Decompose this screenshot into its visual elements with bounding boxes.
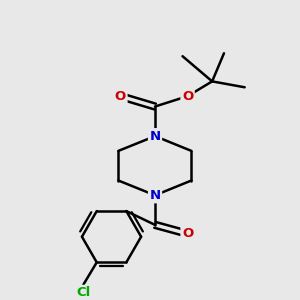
Text: N: N xyxy=(149,130,161,142)
Text: Cl: Cl xyxy=(76,286,91,299)
Text: O: O xyxy=(182,227,193,240)
Text: O: O xyxy=(182,90,193,103)
Text: O: O xyxy=(115,90,126,103)
Text: N: N xyxy=(149,189,161,202)
